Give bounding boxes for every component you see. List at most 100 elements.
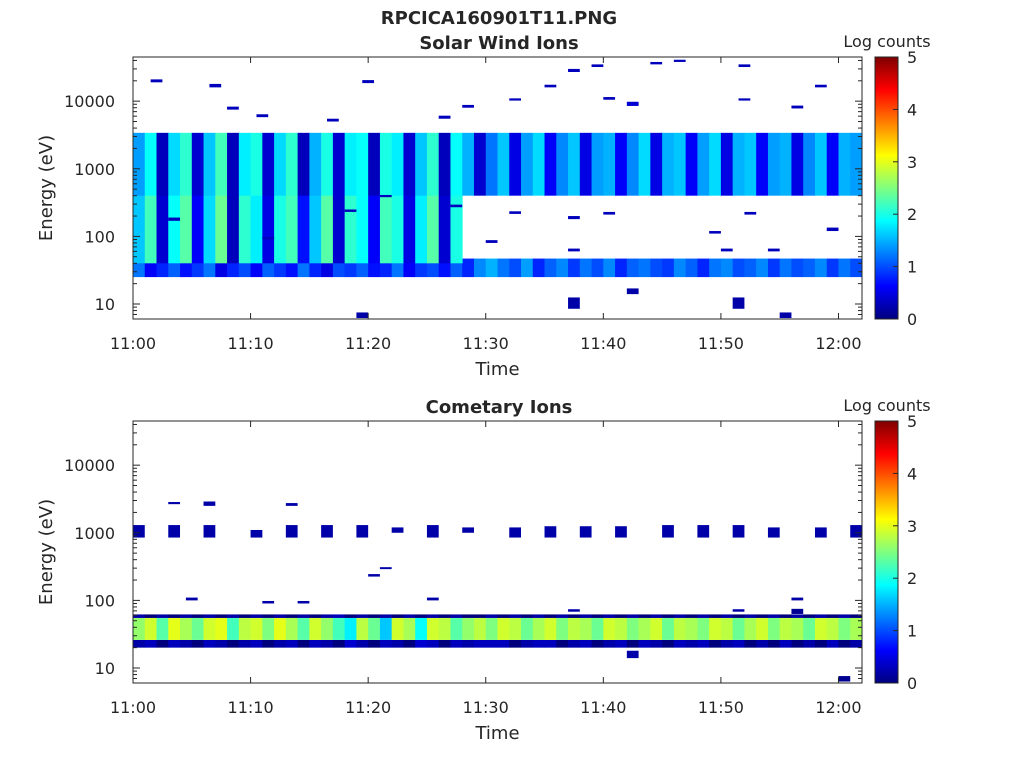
heatmap-cell bbox=[826, 617, 839, 640]
heatmap-cell bbox=[203, 639, 216, 648]
heatmap-cell bbox=[732, 297, 745, 309]
heatmap-cell bbox=[473, 639, 487, 648]
heatmap-cell bbox=[615, 258, 628, 278]
heatmap-cell bbox=[256, 114, 269, 118]
heatmap-cell bbox=[274, 132, 287, 196]
heatmap-cell bbox=[150, 79, 163, 83]
heatmap-cell bbox=[215, 614, 228, 618]
y-tick-label: 10 bbox=[95, 295, 115, 314]
heatmap-cell bbox=[485, 614, 498, 618]
heatmap-cell bbox=[826, 258, 839, 278]
heatmap-cell bbox=[250, 132, 263, 196]
heatmap-cell bbox=[156, 617, 169, 640]
heatmap-cell bbox=[791, 608, 804, 614]
heatmap-cell bbox=[438, 614, 451, 618]
heatmap-cell bbox=[497, 614, 510, 618]
heatmap-cell bbox=[215, 617, 228, 640]
heatmap-cell bbox=[591, 64, 604, 68]
heatmap-cell bbox=[814, 132, 828, 196]
heatmap-cell bbox=[814, 614, 828, 618]
colorbar-tick-label: 0 bbox=[907, 674, 917, 693]
heatmap-cell bbox=[285, 639, 299, 648]
heatmap-cell bbox=[203, 617, 216, 640]
heatmap-cell bbox=[497, 639, 510, 648]
heatmap-cell bbox=[274, 614, 287, 618]
heatmap-cell bbox=[227, 132, 240, 196]
heatmap-cell bbox=[544, 526, 557, 538]
heatmap-cell bbox=[450, 204, 463, 208]
heatmap-cell bbox=[485, 240, 498, 243]
heatmap-cell bbox=[379, 194, 392, 198]
heatmap-cell bbox=[814, 617, 828, 640]
heatmap-cell bbox=[168, 132, 181, 196]
heatmap-cell bbox=[262, 236, 275, 240]
heatmap-cell bbox=[415, 183, 428, 264]
x-tick-label: 11:20 bbox=[345, 698, 391, 717]
heatmap-cell bbox=[344, 639, 357, 648]
heatmap-cell bbox=[462, 258, 475, 278]
heatmap-cell bbox=[579, 258, 592, 278]
heatmap-cell bbox=[215, 183, 228, 264]
heatmap-cell bbox=[662, 614, 675, 618]
heatmap-cell bbox=[709, 258, 722, 278]
heatmap-cell bbox=[650, 639, 663, 648]
heatmap-cell bbox=[285, 183, 299, 264]
heatmap-cells bbox=[133, 501, 862, 682]
heatmap-cell bbox=[262, 639, 275, 648]
heatmap-cell bbox=[814, 258, 828, 278]
heatmap-cell bbox=[391, 614, 404, 618]
heatmap-cell bbox=[744, 211, 757, 215]
heatmap-cell bbox=[756, 639, 769, 648]
heatmap-cell bbox=[144, 614, 157, 618]
heatmap-cell bbox=[168, 183, 181, 264]
heatmap-cell bbox=[638, 258, 651, 278]
heatmap-cell bbox=[626, 258, 639, 278]
heatmap-cell bbox=[615, 614, 628, 618]
heatmap-cell bbox=[133, 525, 145, 538]
heatmap-cell bbox=[626, 639, 639, 648]
heatmap-cell bbox=[521, 614, 534, 618]
heatmap-cell bbox=[185, 597, 198, 601]
heatmap-cell bbox=[767, 248, 780, 252]
heatmap-cell bbox=[532, 617, 545, 640]
heatmap-cell bbox=[685, 617, 698, 640]
heatmap-cell bbox=[732, 525, 745, 538]
heatmap-cell bbox=[650, 614, 663, 618]
heatmap-cell bbox=[356, 639, 369, 648]
heatmap-cell bbox=[803, 258, 816, 278]
heatmap-cell bbox=[473, 132, 487, 196]
heatmap-cell bbox=[603, 614, 616, 618]
heatmap-cell bbox=[168, 217, 181, 221]
heatmap-cell bbox=[250, 183, 263, 264]
plot-frame bbox=[132, 56, 863, 320]
heatmap-cell bbox=[250, 529, 263, 538]
heatmap-cell bbox=[356, 617, 369, 640]
heatmap-cell bbox=[403, 132, 416, 196]
heatmap-cell bbox=[238, 132, 251, 196]
heatmap-cell bbox=[521, 617, 534, 640]
heatmap-cell bbox=[615, 639, 628, 648]
heatmap-cell bbox=[662, 639, 675, 648]
heatmap-cell bbox=[203, 132, 216, 196]
heatmap-cell bbox=[321, 617, 334, 640]
heatmap-cell bbox=[532, 132, 545, 196]
heatmap-cell bbox=[250, 614, 263, 618]
heatmap-cell bbox=[450, 617, 463, 640]
heatmap-cell bbox=[297, 600, 310, 604]
heatmap-cell bbox=[544, 258, 557, 278]
panel-title: Cometary Ions bbox=[426, 397, 573, 418]
heatmap-cell bbox=[450, 614, 463, 618]
heatmap-cell bbox=[344, 183, 357, 264]
heatmap-cell bbox=[203, 183, 216, 264]
heatmap-cell bbox=[579, 132, 592, 196]
heatmap-cell bbox=[391, 183, 404, 264]
heatmap-cell bbox=[626, 617, 639, 640]
heatmap-cell bbox=[227, 639, 240, 648]
heatmap-cell bbox=[850, 617, 862, 640]
heatmap-cell bbox=[568, 68, 580, 72]
heatmap-cell bbox=[426, 617, 440, 640]
heatmap-cell bbox=[426, 614, 440, 618]
x-tick-label: 11:40 bbox=[580, 334, 626, 353]
heatmap-cell bbox=[568, 216, 580, 220]
heatmap-cell bbox=[744, 258, 757, 278]
